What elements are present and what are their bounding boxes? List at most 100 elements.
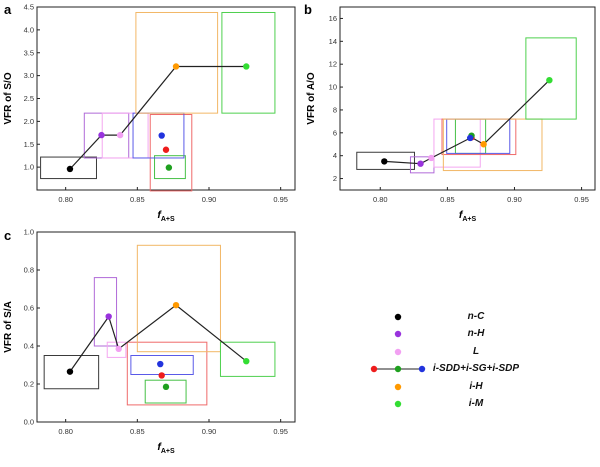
range-box-i-h xyxy=(135,11,219,114)
legend-marker xyxy=(394,348,402,355)
data-point-i-m xyxy=(243,358,250,365)
legend-label: i-SDD+i-SG+i-SDP xyxy=(432,363,520,375)
data-point-i-m xyxy=(243,63,250,70)
range-box-i-m xyxy=(525,37,577,120)
legend-marker xyxy=(394,383,402,390)
legend-dot xyxy=(394,383,402,390)
legend-dot xyxy=(394,348,402,355)
range-box-i-sdp xyxy=(446,118,511,154)
x-axis-label: fA+S xyxy=(459,209,477,223)
panel-label: c xyxy=(4,228,11,243)
legend-dot xyxy=(394,400,402,408)
data-point-n-h xyxy=(105,313,112,320)
x-tick-label: 0.80 xyxy=(58,195,73,204)
data-point-i-sdd xyxy=(162,146,170,153)
trend-line xyxy=(69,65,247,170)
data-point-i-h xyxy=(172,301,180,309)
y-tick-label: 16 xyxy=(329,14,337,23)
legend-item-i-sdd-sg-sdp: i-SDD+i-SG+i-SDP xyxy=(368,362,568,379)
range-box-i-h xyxy=(136,244,221,353)
x-axis-label: fA+S xyxy=(157,441,175,455)
data-point-i-sg xyxy=(162,383,170,391)
data-point-i-m xyxy=(546,77,553,84)
y-tick-label: 3.0 xyxy=(24,71,34,80)
data-point-n-h xyxy=(417,160,424,167)
y-tick-label: 10 xyxy=(329,83,337,92)
plot-area-frame xyxy=(339,6,596,191)
y-tick-label: 2.0 xyxy=(24,117,34,126)
y-tick-label: 6 xyxy=(333,128,337,137)
range-box-n-h xyxy=(93,277,118,347)
x-axis-label: fA+S xyxy=(157,209,175,223)
y-tick-label: 0.0 xyxy=(24,418,34,427)
x-tick-label: 0.85 xyxy=(440,195,455,204)
data-point-i-sg xyxy=(165,164,173,171)
trend-line xyxy=(69,304,247,372)
legend-dot xyxy=(394,313,402,321)
legend-marker xyxy=(394,400,402,408)
y-tick-label: 14 xyxy=(329,37,337,46)
data-point-l xyxy=(428,154,435,162)
legend-dot xyxy=(394,331,402,338)
range-box-l xyxy=(433,118,481,168)
legend-dot xyxy=(418,365,426,373)
data-point-n-c xyxy=(66,165,74,173)
x-tick-label: 0.85 xyxy=(130,195,145,204)
x-tick-label: 0.95 xyxy=(574,195,589,204)
data-point-l xyxy=(116,131,124,139)
legend: n-C n-H L i-SDD+i-SG+i-SDP i-H i-M xyxy=(368,310,568,414)
y-tick-label: 0.6 xyxy=(24,304,34,313)
chart-panel-c: c 0.80 0.85 0.90 0.95 0.0 0.2 0.4 0.6 0.8 1.0 fA+S V… xyxy=(3,228,296,455)
legend-item-i-h: i-H xyxy=(368,380,568,397)
y-tick-label: 0.4 xyxy=(24,342,34,351)
range-box-i-sdp xyxy=(132,112,185,159)
y-axis-label: VFR of S/A xyxy=(3,301,14,353)
y-tick-label: 0.8 xyxy=(24,266,34,275)
legend-label: L xyxy=(472,345,480,357)
data-point-i-sdp xyxy=(157,360,164,368)
range-box-i-m xyxy=(221,11,276,114)
trend-line xyxy=(384,79,550,165)
y-axis-label: VFR of S/O xyxy=(3,72,14,124)
y-tick-label: 4 xyxy=(333,151,337,160)
range-box-n-c xyxy=(43,355,100,390)
x-tick-label: 0.90 xyxy=(202,427,217,436)
y-tick-label: 2.5 xyxy=(24,94,34,103)
legend-label: i-M xyxy=(468,397,484,409)
legend-item-n-h: n-H xyxy=(368,327,568,344)
data-point-n-c xyxy=(381,158,388,165)
chart-panel-b: b 0.80 0.85 0.90 0.95 2 4 6 8 10 12 14 16 fA+S VFR of … xyxy=(304,2,596,223)
legend-marker xyxy=(394,331,402,338)
y-tick-label: 12 xyxy=(329,60,337,69)
range-box-n-c xyxy=(40,156,97,180)
x-tick-label: 0.80 xyxy=(58,427,73,436)
range-box-i-sg xyxy=(154,155,186,180)
panel-label: a xyxy=(4,2,12,17)
range-box-i-h xyxy=(442,118,543,172)
x-tick-label: 0.90 xyxy=(202,195,217,204)
x-tick-label: 0.95 xyxy=(273,195,288,204)
x-tick-label: 0.85 xyxy=(130,427,145,436)
legend-dot xyxy=(370,365,378,373)
y-tick-label: 8 xyxy=(333,105,337,114)
data-point-i-sdd xyxy=(158,372,165,379)
data-point-n-h xyxy=(98,131,105,139)
range-box-i-m xyxy=(219,341,276,377)
x-tick-label: 0.90 xyxy=(507,195,522,204)
y-tick-label: 1.0 xyxy=(24,228,34,237)
legend-marker xyxy=(394,313,402,321)
y-axis-label: VFR of A/O xyxy=(306,72,317,125)
y-tick-label: 1.5 xyxy=(24,140,34,149)
y-tick-label: 3.5 xyxy=(24,48,34,57)
panel-label: b xyxy=(304,2,312,17)
range-box-i-sg xyxy=(144,379,187,404)
range-box-i-sdd xyxy=(126,341,208,406)
chart-panel-a: a 0.80 0.85 0.90 0.95 1.0 1.5 2.0 2.5 3.0 3.5 4.0 4.… xyxy=(3,2,296,223)
legend-label: i-H xyxy=(469,380,483,392)
y-tick-label: 4.0 xyxy=(24,25,34,34)
data-point-l xyxy=(115,345,122,353)
y-tick-label: 0.2 xyxy=(24,380,34,389)
x-tick-label: 0.95 xyxy=(273,427,288,436)
x-tick-label: 0.80 xyxy=(373,195,388,204)
